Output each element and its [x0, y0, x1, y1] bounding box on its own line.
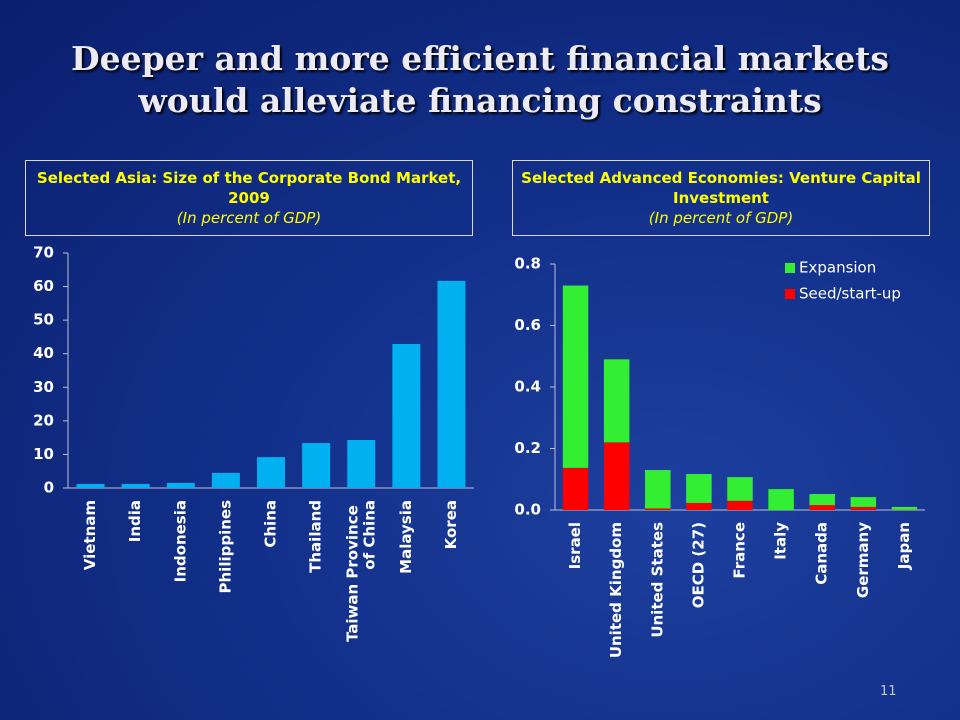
bar-segment	[809, 494, 835, 506]
y-tick-label: 0.6	[514, 316, 541, 334]
bar	[211, 472, 240, 488]
x-tick-label: Thailand	[307, 500, 325, 573]
y-tick-label: 50	[33, 311, 54, 329]
x-tick-label: China	[262, 500, 280, 548]
x-tick-label: United States	[648, 522, 666, 638]
legend-label: Expansion	[799, 259, 876, 277]
chart-title-box: Selected Asia: Size of the Corporate Bon…	[25, 160, 473, 236]
x-tick-label: Canada	[813, 522, 831, 585]
x-tick-label: Germany	[854, 522, 872, 598]
legend-swatch	[785, 289, 795, 299]
bar-segment	[850, 497, 877, 507]
x-tick-label: Korea	[442, 500, 460, 549]
y-tick-label: 0.8	[514, 255, 541, 273]
y-tick-label: 0.0	[514, 501, 541, 519]
chart-title: Selected Advanced Economies: Venture Cap…	[521, 169, 921, 207]
x-tick-label: Taiwan Province of China	[343, 500, 378, 642]
bar	[257, 457, 285, 488]
y-tick-label: 40	[33, 344, 54, 362]
x-tick-label: France	[731, 522, 749, 579]
bar-segment	[727, 477, 753, 501]
bar	[347, 439, 376, 488]
bar-segment	[562, 467, 589, 510]
x-tick-label: Philippines	[216, 500, 234, 594]
y-tick-label: 0	[44, 479, 54, 497]
bar-segment	[727, 500, 753, 510]
x-tick-label: Vietnam	[81, 500, 99, 570]
bar-segment	[562, 285, 589, 468]
legend-swatch	[785, 263, 795, 273]
chart-subtitle: (In percent of GDP)	[176, 209, 322, 227]
legend-label: Seed/start-up	[799, 285, 901, 303]
bar-segment	[603, 442, 630, 510]
bar-segment	[603, 359, 630, 443]
chart-title-box: Selected Advanced Economies: Venture Cap…	[512, 160, 930, 236]
y-tick-label: 30	[33, 378, 54, 396]
x-tick-label: Japan	[895, 522, 913, 570]
slide-title: Deeper and more efficient financial mark…	[70, 39, 890, 120]
chart-title: Selected Asia: Size of the Corporate Bon…	[36, 169, 462, 207]
bar-segment	[891, 506, 918, 510]
y-tick-label: 20	[33, 411, 54, 429]
x-tick-label: Italy	[772, 522, 790, 560]
bar	[437, 280, 466, 488]
bar-segment	[768, 489, 794, 510]
bar	[121, 483, 150, 488]
bar-segment	[686, 474, 712, 503]
bar-segment	[850, 506, 877, 510]
y-tick-label: 0.2	[514, 439, 541, 457]
bar	[76, 483, 105, 488]
bar	[302, 443, 331, 488]
y-tick-label: 70	[33, 244, 54, 262]
bar	[166, 482, 195, 488]
bar-segment	[809, 505, 835, 510]
x-tick-label: India	[126, 500, 144, 542]
page-number: 11	[880, 684, 897, 699]
bar-segment	[645, 470, 671, 509]
chart-subtitle: (In percent of GDP)	[648, 209, 794, 227]
bar	[392, 343, 421, 488]
y-tick-label: 0.4	[514, 378, 541, 396]
x-tick-label: OECD (27)	[689, 522, 707, 608]
x-tick-label: Indonesia	[171, 500, 189, 582]
x-tick-label: Malaysia	[397, 500, 415, 574]
bar-segment	[645, 508, 671, 510]
bar-segment	[686, 502, 712, 510]
x-tick-label: Israel	[566, 522, 584, 569]
y-tick-label: 10	[33, 445, 54, 463]
y-tick-label: 60	[33, 277, 54, 295]
x-tick-label: United Kingdom	[607, 522, 625, 658]
